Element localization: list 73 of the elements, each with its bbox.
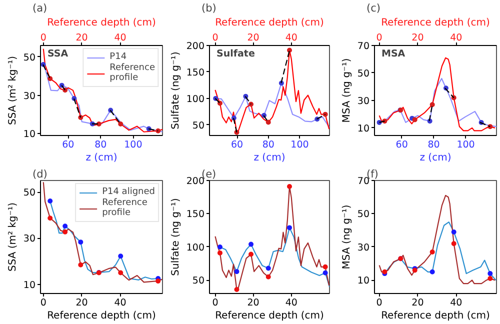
y-tick-label: 100 [186,242,205,254]
x-tick-label: 20 [412,298,424,308]
x-axis-title: Reference depth (cm) [215,310,324,322]
y-axis-title: MSA (ng g⁻¹) [341,58,352,123]
y-tick-label: 30 [23,90,36,102]
chart-title: (d) [32,168,48,180]
x-tick-label: 40 [285,298,298,308]
y-axis-title: SSA (m² kg⁻¹) [7,202,18,272]
y-tick-label: 30 [23,234,36,245]
x2-tick-label: 20 [412,32,424,44]
x-tick-label: 80 [428,140,440,150]
annotation: Sulfate [216,48,255,60]
x-tick-label: 60 [396,140,408,150]
y-tick-label: 150 [186,209,205,220]
x-axis-title: Reference depth (cm) [381,310,490,322]
y-tick-label: 50 [357,68,370,80]
x-tick-label: 20 [76,298,88,308]
x2-tick-label: 0 [212,32,218,44]
x2-axis-title: Reference depth (cm) [381,18,490,28]
y-tick-label: 30 [357,96,370,107]
annotation: SSA [48,48,69,60]
x-axis-title: z (cm) [254,152,286,164]
x-tick-label: 0 [212,298,218,308]
x-tick-label: 100 [456,140,475,150]
chart-title: (c) [366,2,380,14]
y-axis-title: SSA (m² kg⁻¹) [7,56,18,126]
x2-tick-label: 40 [285,32,298,44]
y-tick-label: 10 [23,280,36,291]
x2-axis-title: Reference depth (cm) [47,18,156,28]
y-tick-label: 50 [192,276,205,287]
x-tick-label: 20 [247,298,260,308]
x2-tick-label: 40 [450,32,462,44]
y-tick-label: 100 [186,94,205,105]
x-tick-label: 0 [40,298,46,308]
x-tick-label: 80 [94,140,107,150]
chart-title: (a) [32,2,48,14]
y-tick-label: 10 [23,129,36,140]
y-tick-label: 50 [357,209,370,220]
y-tick-label: 150 [186,67,205,78]
x-axis-title: z (cm) [420,152,452,164]
x-axis-title: Reference depth (cm) [47,310,156,322]
y-tick-label: 10 [357,276,370,287]
y-tick-label: 50 [23,52,36,64]
legend-label: P14 aligned [102,187,155,197]
x-tick-label: 100 [124,140,142,150]
x2-tick-label: 20 [76,32,88,44]
y-tick-label: 200 [186,41,205,52]
x2-tick-label: 20 [247,32,260,44]
x2-axis-title: Reference depth (cm) [215,18,324,28]
y-tick-label: 70 [357,41,370,52]
x-tick-label: 80 [262,140,274,150]
chart-title: (b) [202,2,216,14]
x-tick-label: 40 [450,298,462,308]
y-axis-title: Sulfate (ng g⁻¹) [170,198,182,276]
x2-tick-label: 0 [40,32,46,44]
annotation: MSA [382,48,406,60]
x2-tick-label: 40 [114,32,126,44]
x-tick-label: 100 [290,140,309,150]
y-tick-label: 50 [192,120,205,132]
y-tick-label: 50 [23,188,36,199]
y-axis-title: Sulfate (ng g⁻¹) [170,52,182,130]
legend-label: P14 [110,52,128,62]
x-tick-label: 60 [231,140,244,150]
x2-tick-label: 0 [376,32,382,44]
y-axis-title: MSA (ng g⁻¹) [341,204,352,270]
y-tick-label: 10 [357,123,370,134]
legend-label: Reference profile [102,198,148,218]
y-tick-label: 30 [357,242,370,254]
legend-label: Reference profile [110,63,155,83]
x-tick-label: 40 [114,298,126,308]
x-axis-title: z (cm) [86,152,118,164]
x-tick-label: 0 [376,298,382,308]
x-tick-label: 60 [62,140,74,150]
